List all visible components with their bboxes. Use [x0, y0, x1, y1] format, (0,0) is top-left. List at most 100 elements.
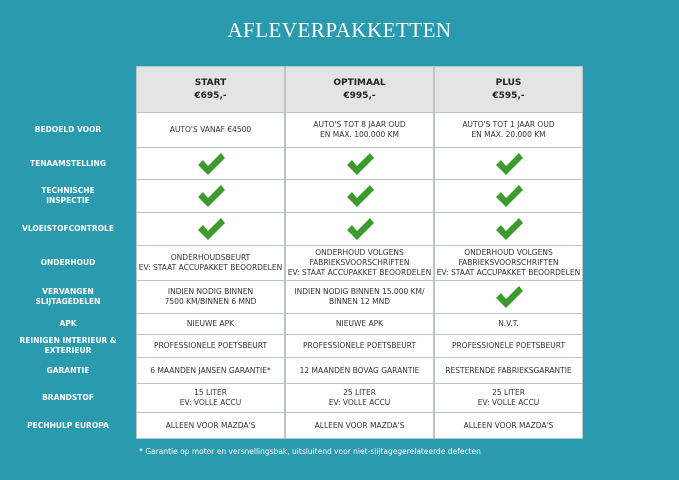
cell-text: 12 MAANDEN BOVAG GARANTIE	[299, 365, 420, 375]
row-label: REINIGEN INTERIEUR & EXTERIEUR	[4, 334, 132, 358]
check-cell	[434, 147, 583, 180]
cell-text: ALLEEN VOOR MAZDA'S	[314, 420, 405, 430]
cell-text: PROFESSIONELE POETSBEURT	[153, 341, 268, 350]
cell-text: 15 LITER	[194, 388, 227, 397]
row-label: BRANDSTOF	[4, 383, 132, 413]
row-label-line: BRANDSTOF	[42, 393, 94, 402]
table-cell: ONDERHOUD VOLGENS FABRIEKSVOORSCHRIFTEN EV…	[285, 245, 434, 281]
row-label-line: GARANTIE	[46, 365, 90, 375]
cell-text: 7500 KM/BINNEN 6 MND	[164, 297, 257, 306]
cell-text: AUTO'S VANAF €4500	[169, 125, 252, 134]
table-cell: NIEUWE APK	[285, 313, 434, 335]
table-cell: 15 LITER EV: VOLLE ACCU	[136, 383, 285, 413]
cell-text: EV: STAAT ACCUPAKKET BEOORDELEN	[138, 263, 283, 272]
column-header: OPTIMAAL €995,-	[285, 66, 434, 113]
table-cell: ALLEEN VOOR MAZDA'S	[434, 412, 583, 439]
table-cell: INDIEN NODIG BINNEN 15.000 KM/BINNEN 12 …	[285, 280, 434, 314]
checkmark-icon	[495, 286, 523, 308]
cell-text: 25 LITER	[492, 388, 525, 397]
row-label-line: VERVANGEN	[42, 287, 94, 296]
row-label-line: TECHNISCHE	[41, 186, 95, 195]
row-label: APK	[4, 313, 132, 335]
cell-text: ONDERHOUD VOLGENS	[315, 248, 404, 257]
table-cell: 25 LITER EV: VOLLE ACCU	[434, 383, 583, 413]
checkmark-icon	[495, 185, 523, 207]
cell-text: ONDERHOUD VOLGENS	[464, 248, 553, 257]
column-header: PLUS €595,-	[434, 66, 583, 113]
table-cell: PROFESSIONELE POETSBEURT	[285, 334, 434, 358]
cell-text: 25 LITER	[343, 388, 376, 397]
check-cell	[285, 212, 434, 246]
row-label: ONDERHOUD	[4, 245, 132, 281]
row-label-line: SLIJTAGEDELEN	[35, 297, 101, 306]
cell-text: AUTO'S TOT 1 JAAR OUD	[462, 120, 555, 129]
cell-text: ALLEEN VOOR MAZDA'S	[165, 420, 256, 430]
check-cell	[285, 147, 434, 180]
row-label-line: PECHHULP EUROPA	[27, 420, 109, 430]
check-cell	[285, 179, 434, 213]
row-label-line: ONDERHOUD	[40, 258, 96, 267]
check-cell	[136, 212, 285, 246]
column-price: €695,-	[194, 90, 227, 101]
table-cell: AUTO'S TOT 1 JAAR OUD EN MAX. 20.000 KM	[434, 112, 583, 148]
row-label-line: REINIGEN INTERIEUR &	[19, 336, 117, 345]
row-label: PECHHULP EUROPA	[4, 412, 132, 439]
cell-text: EV: VOLLE ACCU	[477, 398, 540, 407]
row-label: BEDOELD VOOR	[4, 112, 132, 148]
cell-text: FABRIEKSVOORSCHRIFTEN	[458, 258, 559, 267]
table-cell: ALLEEN VOOR MAZDA'S	[136, 412, 285, 439]
check-cell	[434, 212, 583, 246]
cell-text: N.V.T.	[498, 319, 519, 328]
row-label-line: INSPECTIE	[46, 196, 90, 205]
cell-text: EN MAX. 20.000 KM	[471, 130, 546, 139]
table-cell: 6 MAANDEN JANSEN GARANTIE*	[136, 357, 285, 384]
table-cell: 12 MAANDEN BOVAG GARANTIE	[285, 357, 434, 384]
table-cell: AUTO'S TOT 8 JAAR OUD EN MAX. 100.000 KM	[285, 112, 434, 148]
check-cell	[136, 147, 285, 180]
cell-text: INDIEN NODIG BINNEN 15.000 KM/	[294, 287, 425, 296]
table-cell: PROFESSIONELE POETSBEURT	[136, 334, 285, 358]
cell-text: EV: VOLLE ACCU	[328, 398, 391, 407]
footnote: * Garantie op motor en versnellingsbak, …	[139, 447, 481, 456]
checkmark-icon	[197, 185, 225, 207]
cell-text: ALLEEN VOOR MAZDA'S	[463, 420, 554, 430]
cell-text: 6 MAANDEN JANSEN GARANTIE*	[150, 365, 271, 375]
table-cell: AUTO'S VANAF €4500	[136, 112, 285, 148]
cell-text: PROFESSIONELE POETSBEURT	[302, 341, 417, 350]
column-name: PLUS	[495, 77, 522, 88]
row-label: VERVANGEN SLIJTAGEDELEN	[4, 280, 132, 314]
check-cell	[434, 280, 583, 314]
row-label: VLOEISTOFCONTROLE	[4, 212, 132, 246]
cell-text: EV: VOLLE ACCU	[179, 398, 242, 407]
cell-text: EV: STAAT ACCUPAKKET BEOORDELEN	[287, 268, 432, 277]
cell-text: FABRIEKSVOORSCHRIFTEN	[309, 258, 410, 267]
checkmark-icon	[495, 152, 523, 175]
cell-text: PROFESSIONELE POETSBEURT	[451, 341, 566, 350]
table-cell: 25 LITER EV: VOLLE ACCU	[285, 383, 434, 413]
checkmark-icon	[495, 218, 523, 240]
checkmark-icon	[197, 152, 225, 175]
check-cell	[136, 179, 285, 213]
cell-text: INDIEN NODIG BINNEN	[167, 287, 254, 296]
check-cell	[434, 179, 583, 213]
cell-text: ONDERHOUDSBEURT	[170, 253, 251, 262]
table-cell: ONDERHOUD VOLGENS FABRIEKSVOORSCHRIFTEN EV…	[434, 245, 583, 281]
checkmark-icon	[346, 152, 374, 175]
column-name: OPTIMAAL	[333, 77, 386, 88]
table-cell: INDIEN NODIG BINNEN 7500 KM/BINNEN 6 MND	[136, 280, 285, 314]
row-label-line: TENAAMSTELLING	[29, 158, 106, 168]
cell-text: RESTERENDE FABRIEKSGARANTIE	[445, 365, 572, 375]
checkmark-icon	[346, 185, 374, 207]
table-cell: RESTERENDE FABRIEKSGARANTIE	[434, 357, 583, 384]
row-label-line: VLOEISTOFCONTROLE	[22, 224, 114, 233]
table-cell: ALLEEN VOOR MAZDA'S	[285, 412, 434, 439]
checkmark-icon	[197, 218, 225, 240]
column-name: START	[194, 77, 227, 88]
table-cell: NIEUWE APK	[136, 313, 285, 335]
row-label: TECHNISCHE INSPECTIE	[4, 179, 132, 213]
row-label-line: BEDOELD VOOR	[34, 125, 102, 134]
table-cell: PROFESSIONELE POETSBEURT	[434, 334, 583, 358]
row-label-line: EXTERIEUR	[44, 346, 92, 355]
cell-text: NIEUWE APK	[335, 319, 384, 328]
